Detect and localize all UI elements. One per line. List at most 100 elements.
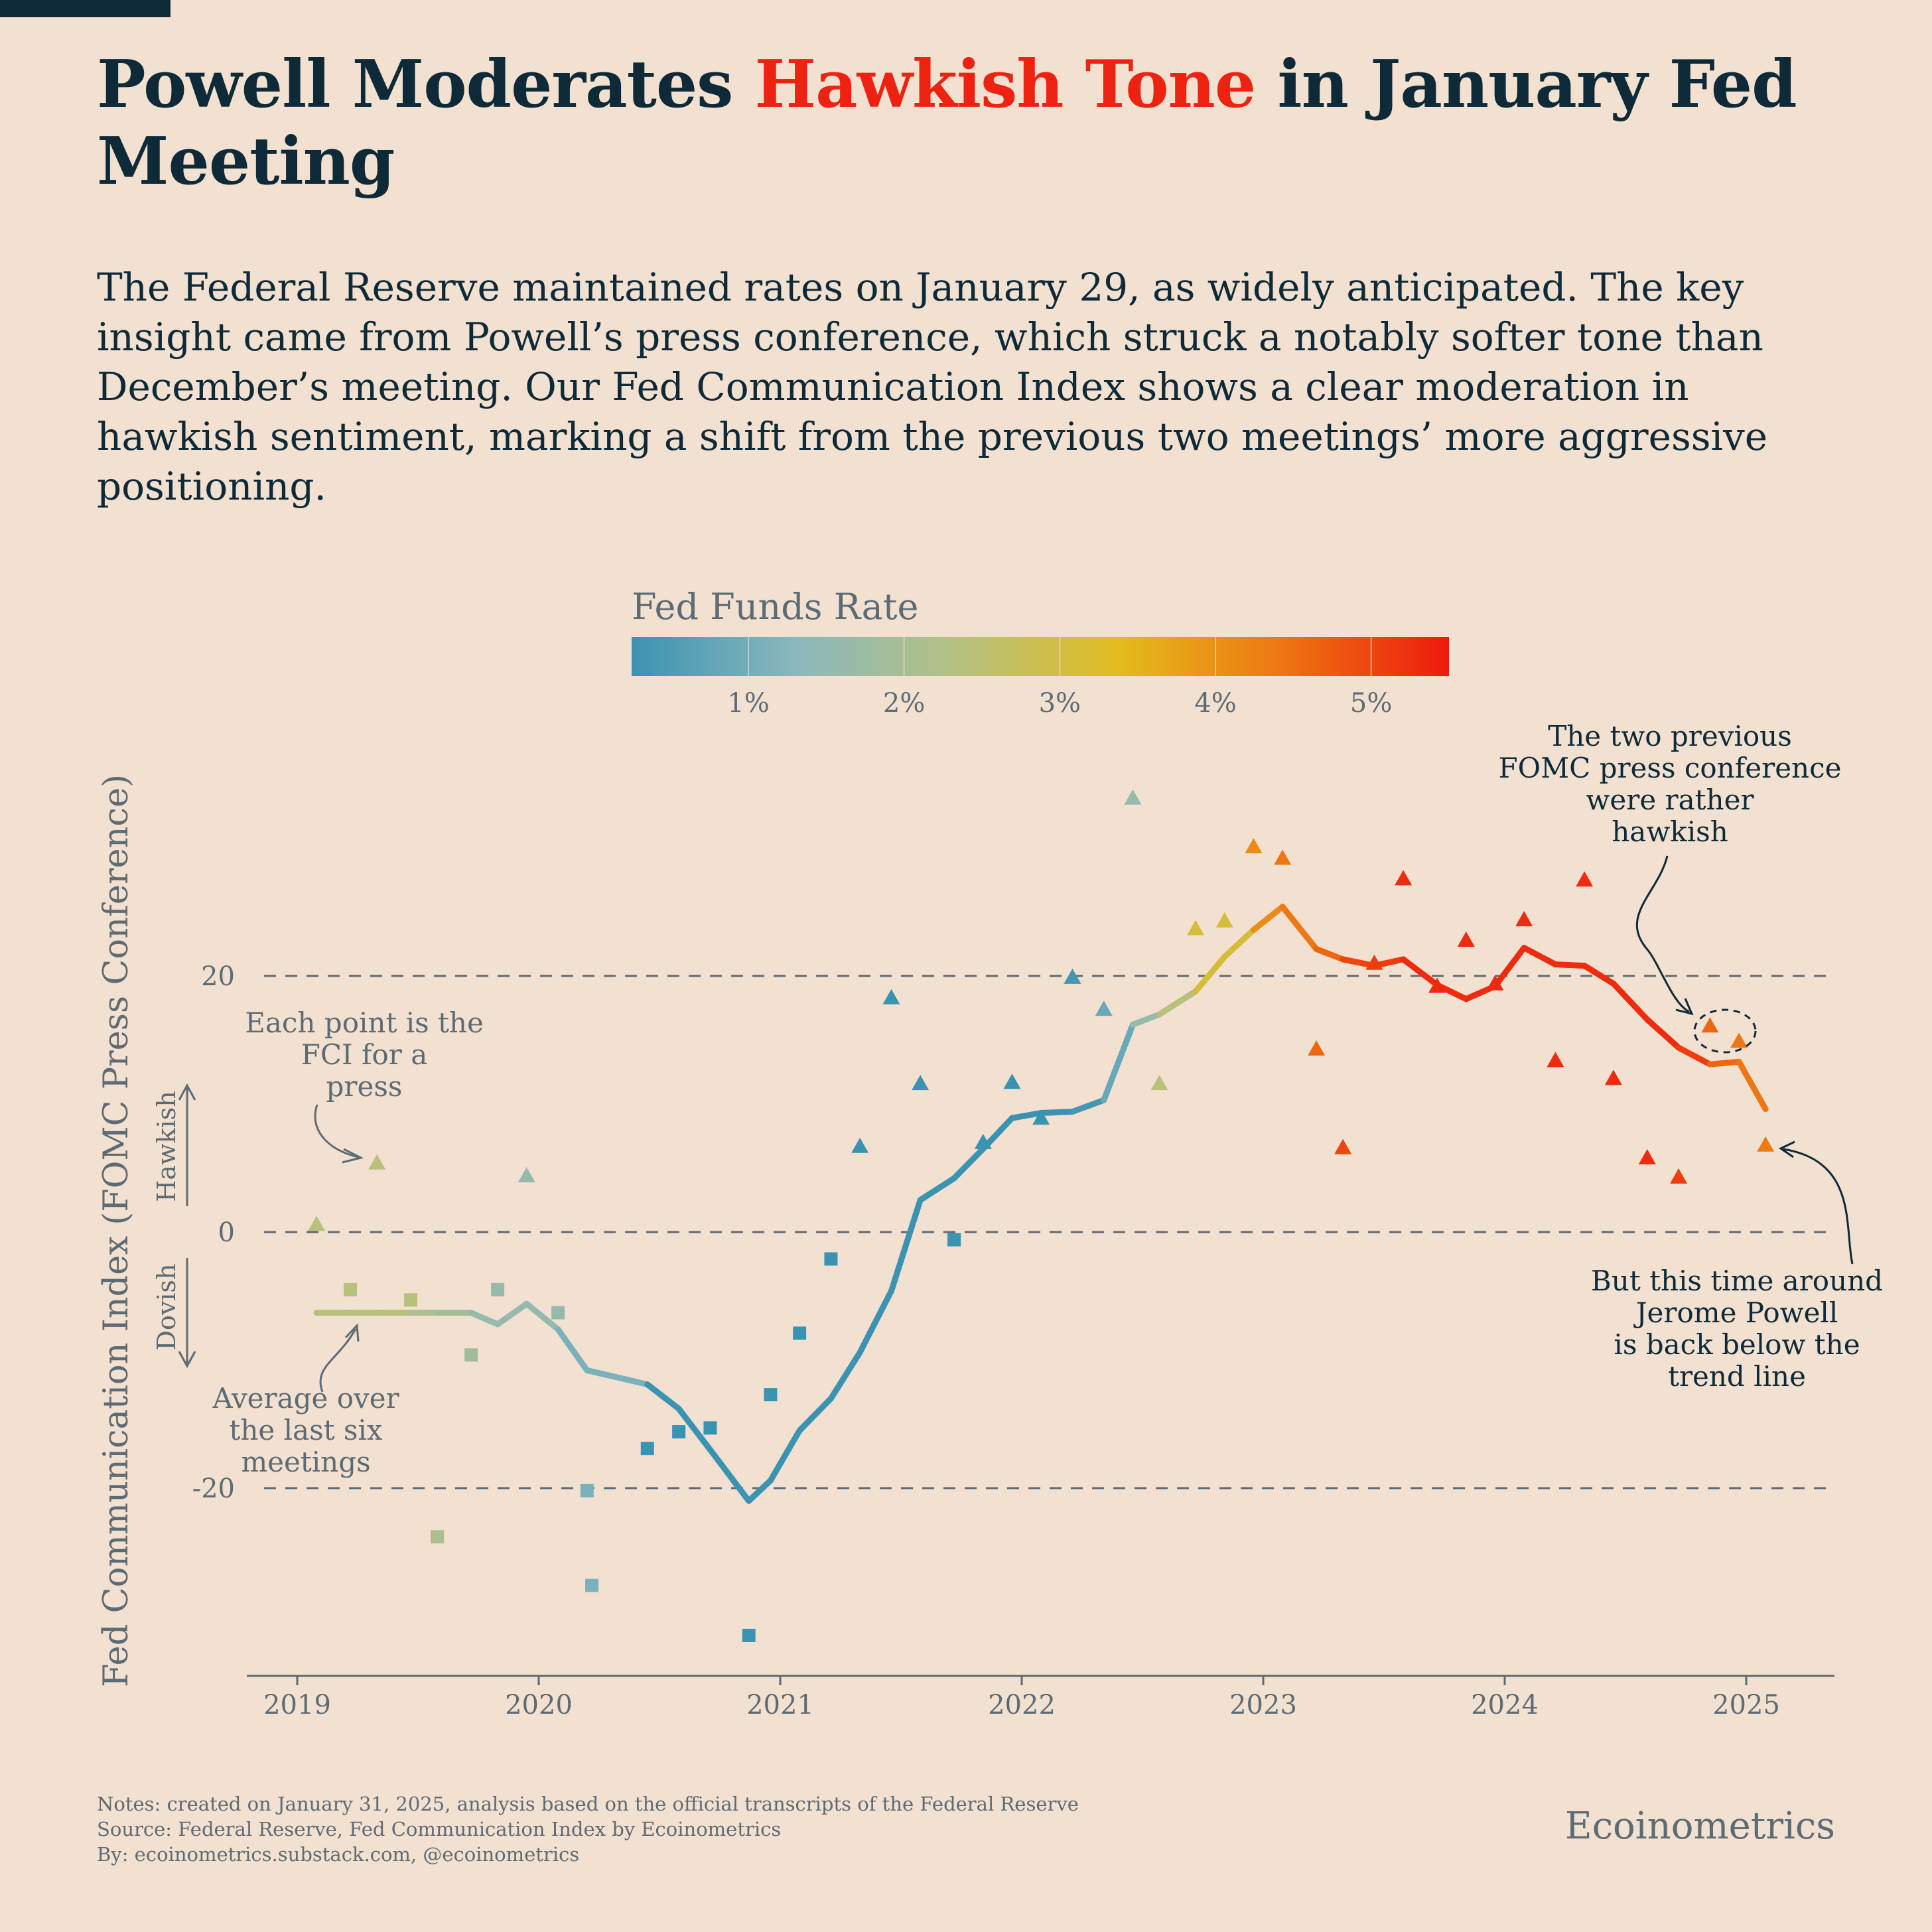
annotation-average-arrowhead-icon — [344, 1323, 360, 1342]
fci-point — [1003, 1073, 1021, 1089]
trend-segment — [644, 1381, 682, 1412]
dovish-label: Dovish — [152, 1264, 181, 1351]
trend-segment — [468, 1310, 501, 1328]
fci-point — [640, 1442, 654, 1456]
legend-tick-label: 1% — [727, 688, 769, 719]
footer-source-line: Source: Federal Reserve, Fed Communicati… — [97, 1818, 782, 1840]
fci-point — [1095, 1000, 1113, 1016]
fci-point — [1670, 1168, 1688, 1184]
fci-point — [580, 1484, 594, 1497]
trend-segment — [951, 1146, 987, 1182]
fci-point — [1486, 975, 1504, 991]
trend-segment — [1038, 1109, 1075, 1117]
fci-point — [947, 1233, 961, 1247]
trend-segment — [1129, 1011, 1162, 1028]
fci-point — [764, 1388, 778, 1402]
fci-point — [793, 1326, 807, 1340]
subtitle: The Federal Reserve maintained rates on … — [97, 265, 1768, 509]
x-tick-label: 2021 — [746, 1690, 814, 1720]
footer-by-line: By: ecoinometrics.substack.com, @ecoinom… — [97, 1843, 580, 1866]
trend-segment — [1101, 1021, 1136, 1103]
x-tick-label: 2024 — [1471, 1690, 1539, 1720]
fci-point — [1187, 920, 1205, 935]
annotation-points: Each point is the FCI for a press — [245, 1006, 484, 1164]
legend-tick-label: 3% — [1039, 688, 1081, 719]
trend-segment — [1552, 961, 1588, 969]
trend-segment — [1008, 1110, 1044, 1121]
fci-point — [912, 1075, 930, 1091]
top-accent-bar — [0, 0, 171, 17]
fci-point — [368, 1154, 386, 1170]
trend-segment — [675, 1405, 713, 1453]
hawkish-arrowhead-icon — [178, 1083, 196, 1101]
annotation-previous-arrowhead-icon — [1675, 998, 1694, 1016]
fci-point — [491, 1282, 505, 1296]
fci-point — [1215, 912, 1233, 928]
y-tick-label: 0 — [218, 1217, 235, 1248]
trend-segment — [857, 1288, 894, 1355]
fci-point — [551, 1306, 565, 1320]
fci-point — [1576, 871, 1594, 887]
fci-point — [742, 1628, 756, 1642]
trend-segment — [917, 1175, 957, 1204]
fci-point — [1245, 838, 1263, 854]
trend-segment — [796, 1395, 834, 1434]
fci-point — [518, 1167, 535, 1183]
trend-segment — [523, 1300, 561, 1333]
annotation-current-arrowhead-icon — [1779, 1140, 1795, 1158]
dovish-arrowhead-icon — [178, 1351, 196, 1369]
fci-point — [1730, 1032, 1748, 1048]
trend-segment — [1221, 927, 1257, 960]
trend-segment — [746, 1477, 774, 1504]
trend-segment — [1156, 988, 1199, 1018]
fci-point — [1547, 1052, 1564, 1068]
x-tick-label: 2020 — [505, 1690, 573, 1720]
fci-point — [1308, 1040, 1326, 1056]
fci-point — [672, 1425, 686, 1439]
fci-point — [703, 1421, 717, 1435]
trend-segment — [888, 1197, 924, 1294]
fci-point — [1757, 1136, 1775, 1152]
legend-title: Fed Funds Rate — [632, 586, 918, 628]
trend-segment — [1706, 1058, 1742, 1068]
y-tick-label: -20 — [192, 1474, 235, 1504]
fci-point — [585, 1578, 599, 1592]
fci-point — [404, 1293, 418, 1307]
title-part1: Powell Moderates — [97, 46, 755, 123]
fci-point — [1365, 954, 1383, 970]
annotation-points-arrow — [314, 1104, 359, 1158]
hawkish-dovish-indicator: Hawkish Dovish — [152, 1083, 196, 1369]
fci-point — [1334, 1138, 1352, 1154]
trend-segment — [767, 1427, 803, 1484]
fci-point — [308, 1215, 326, 1231]
annotation-points-text: Each point is the FCI for a press — [245, 1006, 484, 1103]
annotation-current: But this time around Jerome Powell is back… — [1591, 1140, 1883, 1393]
fci-point — [1032, 1109, 1050, 1125]
annotation-average: Average over the last six meetings — [212, 1323, 400, 1478]
fci-point — [1701, 1017, 1719, 1033]
fci-point — [1124, 789, 1142, 805]
title-part2: in January Fed Meeting — [97, 46, 1797, 200]
trend-segment — [584, 1367, 651, 1388]
annotation-average-arrow — [319, 1328, 357, 1393]
page-title: Powell Moderates Hawkish Tone in January… — [97, 46, 1888, 200]
fci-point — [464, 1348, 478, 1362]
footer-notes-line: Notes: created on January 31, 2025, anal… — [97, 1793, 1079, 1815]
fci-point — [1150, 1075, 1168, 1091]
trend-segment — [1581, 963, 1617, 987]
trend-segment — [1279, 904, 1320, 952]
legend-colorbar — [632, 637, 1449, 676]
trend-segment — [1250, 904, 1286, 933]
legend-tick-label: 4% — [1194, 688, 1236, 719]
y-tick-label: 20 — [201, 961, 235, 992]
annotation-previous-arrow — [1636, 855, 1690, 1013]
annotation-current-arrow — [1783, 1148, 1854, 1265]
fci-point — [1395, 870, 1413, 886]
highlight-circle — [1693, 1008, 1757, 1054]
x-tick-label: 2025 — [1712, 1690, 1780, 1720]
trend-segment — [1069, 1097, 1107, 1115]
fci-point — [882, 989, 900, 1004]
legend-tick-label: 5% — [1350, 688, 1392, 719]
trend-segment — [1610, 981, 1651, 1023]
